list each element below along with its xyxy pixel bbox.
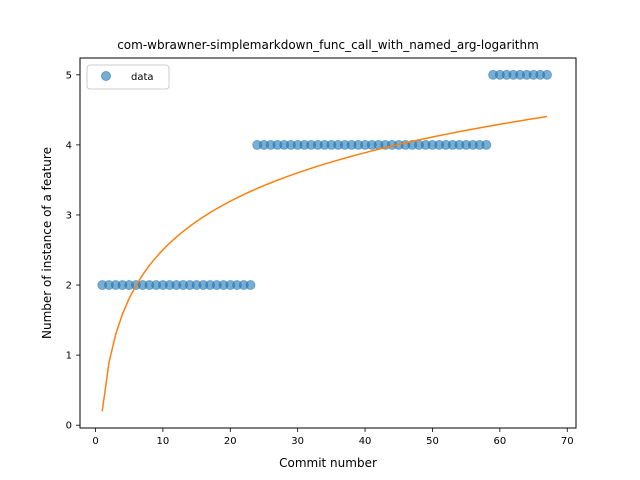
x-tick-label: 50 (426, 436, 439, 447)
x-axis: 0 10 20 30 40 50 60 70 (92, 428, 574, 447)
y-tick-label: 3 (66, 210, 72, 221)
y-tick-label: 0 (66, 421, 72, 432)
x-tick-label: 20 (224, 436, 237, 447)
x-tick-label: 0 (92, 436, 98, 447)
chart-title: com-wbrawner-simplemarkdown_func_call_wi… (117, 38, 539, 52)
x-tick-label: 30 (291, 436, 304, 447)
y-axis-label: Number of instance of a feature (40, 147, 54, 339)
legend-marker (101, 71, 111, 81)
x-axis-label: Commit number (279, 456, 377, 470)
x-tick-label: 10 (157, 436, 170, 447)
y-axis: 0 1 2 3 4 5 (66, 70, 80, 432)
legend: data (86, 64, 170, 90)
data-point (542, 69, 552, 80)
data-point (481, 139, 492, 150)
legend-label: data (131, 72, 154, 83)
y-tick-label: 2 (66, 281, 72, 292)
fit-line (101, 115, 548, 412)
plot-area (97, 69, 552, 412)
y-tick-label: 1 (66, 351, 72, 362)
axes-frame (79, 57, 577, 429)
x-tick-label: 40 (359, 436, 372, 447)
x-tick-label: 70 (561, 436, 574, 447)
y-tick-label: 5 (66, 70, 72, 81)
legend-box (86, 64, 170, 90)
y-tick-label: 4 (66, 140, 72, 151)
data-point (245, 280, 256, 290)
x-tick-label: 60 (493, 436, 506, 447)
